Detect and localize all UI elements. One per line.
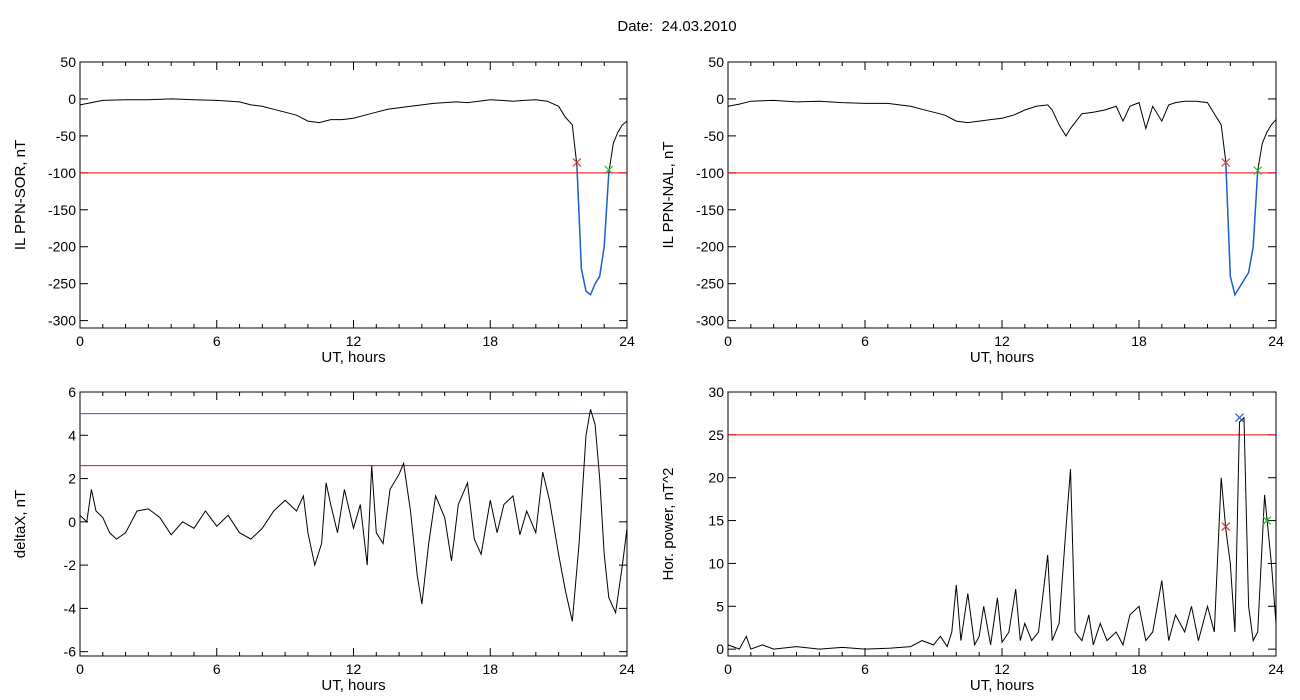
y-tick-label: 20 (708, 470, 724, 486)
series-line (79, 409, 628, 622)
y-tick-label: -300 (48, 313, 76, 329)
marker-blue (1235, 413, 1244, 423)
marker-red (1221, 522, 1231, 531)
y-tick-label: -150 (48, 202, 76, 218)
y-tick-label: -300 (696, 313, 724, 329)
y-tick-label: 0 (68, 514, 76, 530)
x-axis-label: UT, hours (970, 349, 1034, 366)
series-line (727, 416, 1277, 650)
plot-frame (79, 391, 628, 657)
y-axis-label: Hor. power, nT^2 (660, 468, 677, 581)
x-tick-label: 0 (76, 333, 84, 349)
y-axis-label: deltaX, nT (12, 490, 29, 558)
y-tick-label: -50 (56, 128, 76, 144)
x-axis-label: UT, hours (321, 349, 385, 366)
x-tick-label: 12 (346, 661, 362, 677)
panel-il-ppn-sor: 0 6 12 18 24 50 0 -50 -100 -150 -200 -250 -300 UT, ho… (12, 54, 635, 366)
panel-deltax: 0 6 12 18 24 6 4 2 0 -2 -4 -6 UT, hours deltaX, nT (12, 384, 635, 694)
marker-stroke (1221, 158, 1231, 167)
x-tick-label: 0 (724, 333, 732, 349)
y-tick-label: -4 (64, 600, 77, 616)
x-tick-label: 6 (861, 661, 869, 677)
marker-red (572, 158, 582, 167)
x-tick-label: 18 (1131, 661, 1147, 677)
x-tick-label: 6 (213, 333, 221, 349)
y-tick-label: -100 (48, 165, 76, 181)
x-tick-label: 12 (346, 333, 362, 349)
x-tick-label: 18 (482, 661, 498, 677)
x-tick-label: 18 (482, 333, 498, 349)
x-tick-label: 6 (861, 333, 869, 349)
x-tick-label: 24 (619, 333, 635, 349)
marker-stroke (1253, 166, 1263, 176)
x-tick-label: 24 (619, 661, 635, 677)
y-tick-label: 5 (716, 598, 724, 614)
series-line (727, 99, 1277, 297)
y-tick-label: 10 (708, 555, 724, 571)
x-tick-label: 12 (994, 661, 1010, 677)
marker-green (1253, 166, 1263, 176)
panel-hor-power: 0 6 12 18 24 30 25 20 15 10 5 0 UT, hours Hor. power,… (660, 384, 1284, 694)
highlight-segment (1225, 161, 1259, 297)
y-tick-label: -200 (48, 239, 76, 255)
y-tick-label: 15 (708, 513, 724, 529)
y-tick-label: 0 (68, 91, 76, 107)
x-axis-label: UT, hours (321, 677, 385, 694)
y-tick-label: 6 (68, 384, 76, 400)
y-tick-label: 50 (60, 54, 76, 70)
x-tick-label: 18 (1131, 333, 1147, 349)
y-tick-label: -2 (64, 557, 77, 573)
y-tick-label: -250 (696, 276, 724, 292)
y-axis-label: IL PPN-NAL, nT (660, 142, 677, 249)
highlight-segment (576, 165, 610, 297)
y-tick-label: 0 (716, 641, 724, 657)
series-line (79, 98, 628, 296)
marker-green (604, 165, 614, 175)
x-tick-label: 24 (1268, 333, 1284, 349)
y-axis-label: IL PPN-SOR, nT (12, 140, 29, 250)
y-tick-label: 4 (68, 427, 76, 443)
marker-stroke (604, 165, 614, 175)
panel-il-ppn-nal: 0 6 12 18 24 50 0 -50 -100 -150 -200 -250 -300 UT, ho… (660, 54, 1284, 366)
x-tick-label: 0 (724, 661, 732, 677)
marker-stroke (1235, 413, 1244, 423)
marker-green (1262, 516, 1272, 525)
y-tick-label: 50 (708, 54, 724, 70)
x-tick-label: 24 (1268, 661, 1284, 677)
y-tick-label: 0 (716, 91, 724, 107)
marker-stroke (1221, 522, 1231, 531)
plot-frame (79, 61, 628, 329)
x-axis-label: UT, hours (970, 677, 1034, 694)
y-tick-label: -50 (704, 128, 724, 144)
y-tick-label: -250 (48, 276, 76, 292)
y-tick-label: -200 (696, 239, 724, 255)
y-tick-label: -6 (64, 644, 77, 660)
marker-red (1221, 158, 1231, 167)
x-tick-label: 12 (994, 333, 1010, 349)
marker-stroke (572, 158, 582, 167)
x-tick-label: 0 (76, 661, 84, 677)
page-title: Date: 24.03.2010 (617, 18, 737, 35)
y-tick-label: 30 (708, 384, 724, 400)
y-tick-label: -100 (696, 165, 724, 181)
y-tick-label: -150 (696, 202, 724, 218)
y-tick-label: 2 (68, 471, 76, 487)
x-tick-label: 6 (213, 661, 221, 677)
marker-stroke (1262, 516, 1272, 525)
y-tick-label: 25 (708, 427, 724, 443)
